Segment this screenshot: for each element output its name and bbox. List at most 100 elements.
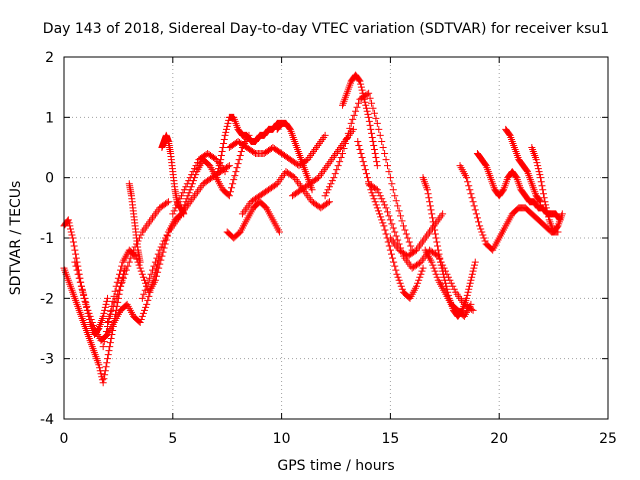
data-point-marker <box>118 278 126 286</box>
data-point-marker <box>346 124 354 132</box>
data-point-marker <box>344 129 352 137</box>
data-point-marker <box>383 162 391 170</box>
data-point-marker <box>363 107 371 115</box>
data-point-marker <box>160 244 168 252</box>
data-point-marker <box>468 305 476 313</box>
data-point-marker <box>398 217 406 225</box>
data-point-marker <box>234 160 242 168</box>
data-point-marker <box>84 306 92 314</box>
data-point-marker <box>468 270 476 278</box>
x-tick-label: 15 <box>381 431 399 447</box>
data-point-marker <box>473 214 481 222</box>
data-point-marker <box>428 258 436 266</box>
data-point-marker <box>124 262 132 270</box>
data-point-marker <box>302 157 310 165</box>
data-point-marker <box>379 144 387 151</box>
data-point-marker <box>378 216 386 224</box>
data-point-marker <box>413 282 421 290</box>
data-point-marker <box>436 258 444 266</box>
data-point-marker <box>138 312 146 320</box>
data-point-marker <box>431 230 439 238</box>
data-point-marker <box>370 141 378 149</box>
data-point-marker <box>540 194 548 202</box>
data-point-marker <box>417 270 425 278</box>
data-point-marker <box>432 270 440 278</box>
data-point-marker <box>141 306 149 314</box>
data-point-marker <box>431 226 439 234</box>
data-point-marker <box>470 264 478 272</box>
data-point-marker <box>275 228 283 236</box>
data-point-marker <box>372 114 380 122</box>
data-point-marker <box>349 115 357 123</box>
data-point-marker <box>360 95 368 103</box>
data-point-marker <box>463 174 471 182</box>
data-point-marker <box>220 135 228 143</box>
data-point-marker <box>411 247 419 255</box>
data-point-marker <box>368 133 376 141</box>
data-point-marker <box>66 222 74 230</box>
data-point-marker <box>330 174 338 182</box>
data-point-marker <box>381 226 389 234</box>
data-point-marker <box>157 243 165 251</box>
data-point-marker <box>404 234 412 242</box>
y-tick-label: -4 <box>40 412 54 428</box>
data-point-marker <box>356 146 364 154</box>
data-point-marker <box>434 242 442 250</box>
data-point-marker <box>175 198 183 206</box>
data-point-marker <box>121 270 129 278</box>
data-point-marker <box>139 309 147 317</box>
data-point-marker <box>385 168 393 176</box>
data-point-marker <box>356 77 364 85</box>
data-point-marker <box>432 234 440 242</box>
data-point-marker <box>363 90 371 98</box>
data-point-marker <box>349 125 357 133</box>
data-point-marker <box>100 375 108 383</box>
data-point-marker <box>109 302 117 310</box>
data-point-marker <box>136 264 144 272</box>
data-point-marker <box>117 282 125 290</box>
data-point-marker <box>558 210 566 218</box>
data-point-marker <box>112 294 120 302</box>
data-point-marker <box>337 154 345 162</box>
data-point-marker <box>117 279 125 287</box>
data-point-marker <box>377 213 385 221</box>
y-axis-label: SDTVAR / TECUs <box>8 181 24 296</box>
data-point-marker <box>378 195 386 203</box>
data-point-marker <box>373 158 381 166</box>
data-point-marker <box>405 238 413 246</box>
y-tick-label: 0 <box>45 171 54 187</box>
data-point-marker <box>463 294 471 302</box>
data-point-marker <box>77 282 85 290</box>
data-point-marker <box>119 274 127 282</box>
data-point-marker <box>364 174 372 182</box>
data-point-marker <box>479 231 487 239</box>
data-point-marker <box>67 225 75 233</box>
data-point-marker <box>155 264 163 272</box>
data-point-marker <box>102 328 110 336</box>
data-point-marker <box>394 202 402 210</box>
data-point-marker <box>371 150 379 158</box>
plot-frame <box>63 56 609 420</box>
y-tick-label: -2 <box>40 291 54 307</box>
data-point-marker <box>358 154 366 162</box>
data-point-marker <box>481 237 489 245</box>
data-point-marker <box>441 276 449 284</box>
data-point-marker <box>375 125 383 133</box>
data-point-marker <box>464 288 472 296</box>
data-point-marker <box>139 273 147 281</box>
data-point-marker <box>147 270 155 278</box>
data-point-marker <box>394 273 402 281</box>
data-point-marker <box>211 155 219 163</box>
data-point-marker <box>128 250 136 258</box>
data-point-marker <box>111 298 119 306</box>
data-point-marker <box>395 207 403 215</box>
data-point-marker <box>369 192 377 200</box>
data-point-marker <box>76 278 84 286</box>
data-point-marker <box>71 258 79 266</box>
data-point-marker <box>163 199 171 207</box>
x-axis-label: GPS time / hours <box>277 458 394 474</box>
data-point-marker <box>169 210 177 218</box>
data-point-marker <box>470 202 478 210</box>
data-point-marker <box>395 276 403 284</box>
data-point-marker <box>442 279 450 287</box>
